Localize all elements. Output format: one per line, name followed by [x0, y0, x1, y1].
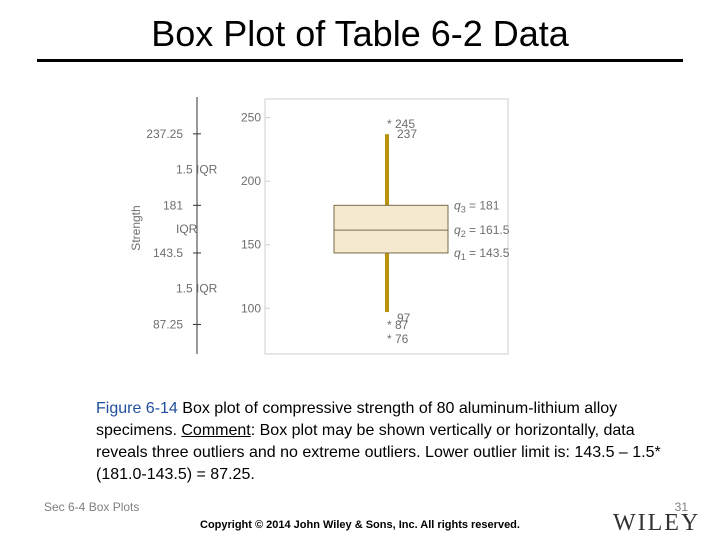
- caption-comment-label: Comment: [181, 422, 251, 439]
- page-number: 31: [674, 500, 688, 514]
- figure-caption: Figure 6-14 Box plot of compressive stre…: [96, 398, 676, 486]
- fence-value-label: 181: [163, 198, 183, 212]
- footer-section: Sec 6-4 Box Plots: [44, 500, 140, 514]
- outlier-label: * 245: [387, 117, 415, 131]
- y-tick-label: 200: [241, 174, 261, 188]
- iqr-box: [333, 204, 449, 254]
- quartile-label: q1 = 143.5: [454, 246, 510, 262]
- caption-text-2: : Box plot may be shown vertically or ho…: [96, 422, 661, 483]
- outlier-label: * 87: [387, 318, 409, 332]
- fence-value-label: 87.25: [153, 317, 183, 331]
- fence-span-label: 1.5 IQR: [176, 282, 218, 296]
- y-tick-label: 150: [241, 238, 261, 252]
- copyright-notice: Copyright © 2014 John Wiley & Sons, Inc.…: [200, 519, 520, 531]
- fence-value-label: 143.5: [153, 246, 183, 260]
- plot-frame: [264, 98, 509, 355]
- slide-title: Box Plot of Table 6-2 Data: [151, 13, 569, 54]
- quartile-label: q2 = 161.5: [454, 223, 510, 239]
- publisher-logo: WILEY: [613, 510, 701, 536]
- title-underline: [37, 59, 683, 62]
- y-tick-label: 250: [241, 111, 261, 125]
- fence-span-label: IQR: [176, 222, 198, 236]
- whisker-value-label: 97: [397, 311, 411, 325]
- fence-value-label: 237.25: [146, 127, 183, 141]
- caption-text-1: Box plot of compressive strength of 80 a…: [96, 400, 618, 439]
- outlier-label: * 76: [387, 332, 409, 346]
- y-axis-label: Strength: [129, 205, 143, 250]
- fence-span-label: 1.5 IQR: [176, 163, 218, 177]
- y-tick-label: 100: [241, 301, 261, 315]
- box-plot-figure: 250 200 150 100 q3 = 181 q2 = 161.5 q1 = 143.5…: [129, 97, 510, 355]
- figure-label: Figure 6-14: [96, 400, 178, 417]
- whisker-value-label: 237: [397, 127, 417, 141]
- quartile-label: q3 = 181: [454, 198, 500, 214]
